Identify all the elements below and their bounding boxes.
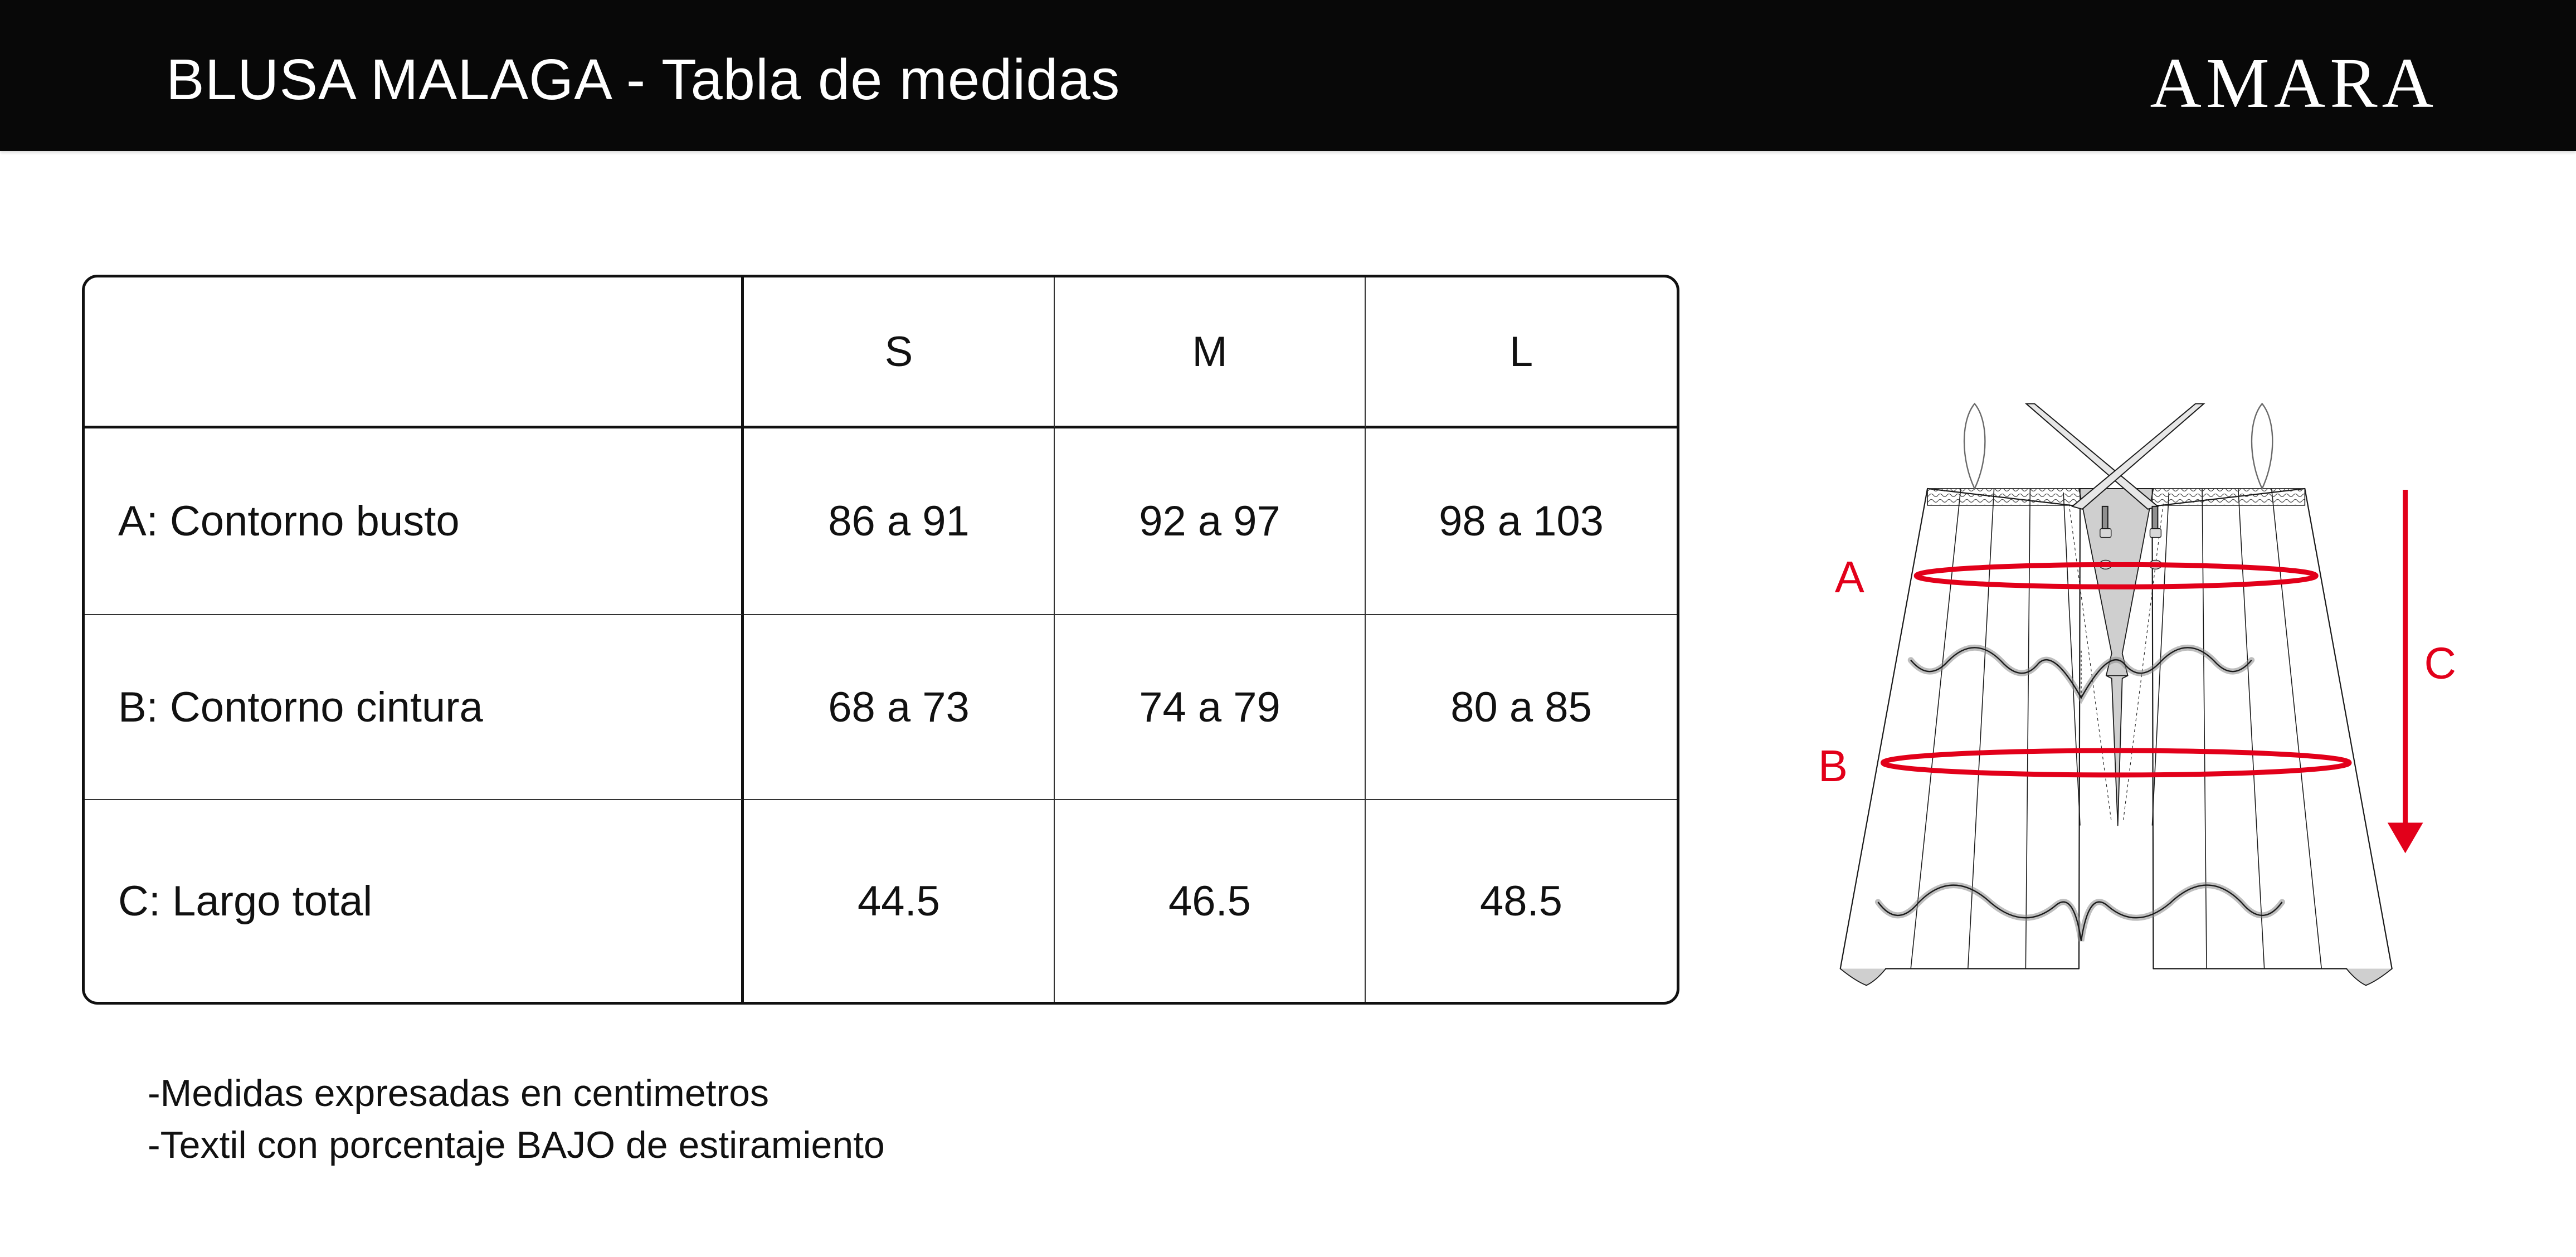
svg-text:C: C [2424,639,2456,688]
svg-text:A: A [1835,552,1864,602]
svg-text:B: B [1818,741,1848,791]
